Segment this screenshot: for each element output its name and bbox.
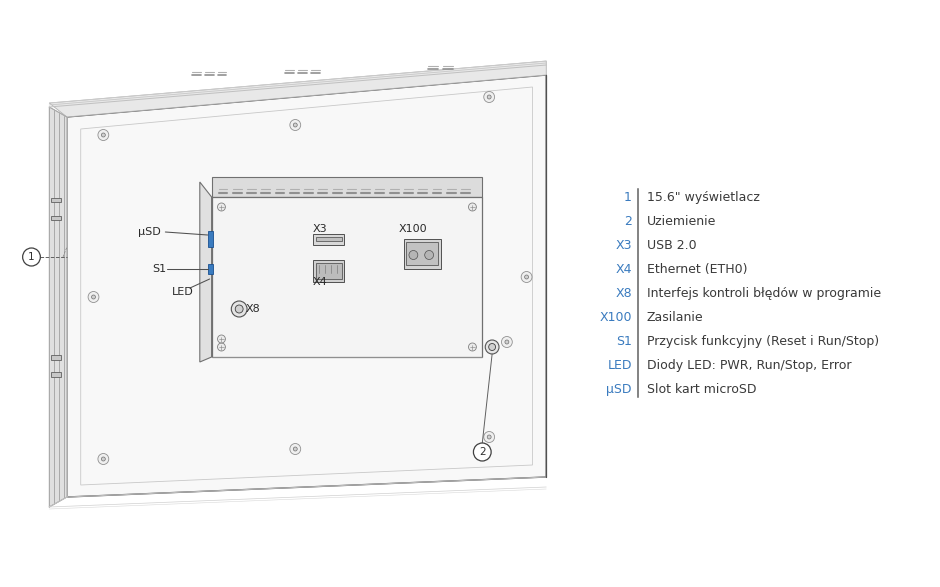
Polygon shape [49, 61, 546, 117]
Text: LED: LED [607, 359, 632, 372]
Circle shape [425, 251, 433, 259]
Text: X3: X3 [313, 224, 328, 234]
Bar [51, 372, 61, 377]
Polygon shape [49, 107, 67, 507]
Text: μSD: μSD [606, 383, 632, 396]
Circle shape [217, 203, 226, 211]
Polygon shape [403, 239, 441, 269]
Circle shape [521, 272, 532, 282]
Circle shape [98, 454, 109, 464]
Text: X4: X4 [616, 262, 632, 275]
Circle shape [468, 343, 477, 351]
Text: Slot kart microSD: Slot kart microSD [647, 383, 756, 396]
Text: X8: X8 [616, 286, 632, 299]
Bar [208, 231, 212, 247]
Circle shape [487, 95, 491, 99]
Circle shape [290, 444, 301, 454]
Text: X8: X8 [246, 304, 260, 314]
Circle shape [290, 120, 301, 130]
Text: 2: 2 [479, 447, 486, 457]
Text: Uziemienie: Uziemienie [647, 214, 716, 228]
Text: LED: LED [172, 287, 194, 297]
Polygon shape [67, 75, 546, 497]
Circle shape [409, 251, 417, 259]
Circle shape [505, 340, 509, 344]
Circle shape [102, 457, 105, 461]
Polygon shape [313, 234, 344, 245]
Circle shape [485, 340, 499, 354]
Circle shape [217, 343, 226, 351]
Circle shape [102, 133, 105, 137]
Text: X3: X3 [616, 238, 632, 251]
Bar [51, 198, 61, 202]
Text: 2: 2 [624, 214, 632, 228]
Circle shape [293, 123, 297, 127]
Text: 1: 1 [28, 252, 35, 262]
Circle shape [23, 248, 40, 266]
Text: Ethernet (ETH0): Ethernet (ETH0) [647, 262, 747, 275]
Circle shape [484, 92, 494, 103]
Bar [51, 355, 61, 360]
Text: 1: 1 [624, 191, 632, 204]
Circle shape [501, 336, 512, 348]
Polygon shape [316, 263, 341, 279]
Text: X100: X100 [600, 311, 632, 323]
Polygon shape [200, 182, 212, 362]
Circle shape [484, 431, 494, 443]
Text: Diody LED: PWR, Run/Stop, Error: Diody LED: PWR, Run/Stop, Error [647, 359, 851, 372]
Polygon shape [313, 260, 344, 282]
Bar [208, 264, 212, 274]
Circle shape [489, 343, 495, 350]
Text: S1: S1 [152, 264, 166, 274]
Polygon shape [212, 197, 482, 357]
Circle shape [217, 335, 226, 343]
Polygon shape [406, 242, 438, 265]
Circle shape [474, 443, 491, 461]
Circle shape [525, 275, 528, 279]
Circle shape [91, 295, 96, 299]
Circle shape [235, 305, 243, 313]
Circle shape [231, 301, 247, 317]
Text: Przycisk funkcyjny (Reset i Run/Stop): Przycisk funkcyjny (Reset i Run/Stop) [647, 335, 879, 348]
Circle shape [293, 447, 297, 451]
Text: Interfejs kontroli błędów w programie: Interfejs kontroli błędów w programie [647, 286, 881, 299]
Text: X4: X4 [313, 277, 328, 287]
Text: S1: S1 [616, 335, 632, 348]
Circle shape [468, 203, 477, 211]
Text: 15.6" wyświetlacz: 15.6" wyświetlacz [647, 191, 760, 204]
Polygon shape [212, 177, 482, 197]
Text: μSD: μSD [138, 227, 161, 237]
Polygon shape [316, 237, 341, 241]
Text: X100: X100 [399, 224, 428, 234]
Circle shape [88, 292, 99, 302]
Bar [51, 216, 61, 220]
Text: USB 2.0: USB 2.0 [647, 238, 697, 251]
Text: Zasilanie: Zasilanie [647, 311, 703, 323]
Circle shape [98, 130, 109, 140]
Circle shape [487, 435, 491, 439]
